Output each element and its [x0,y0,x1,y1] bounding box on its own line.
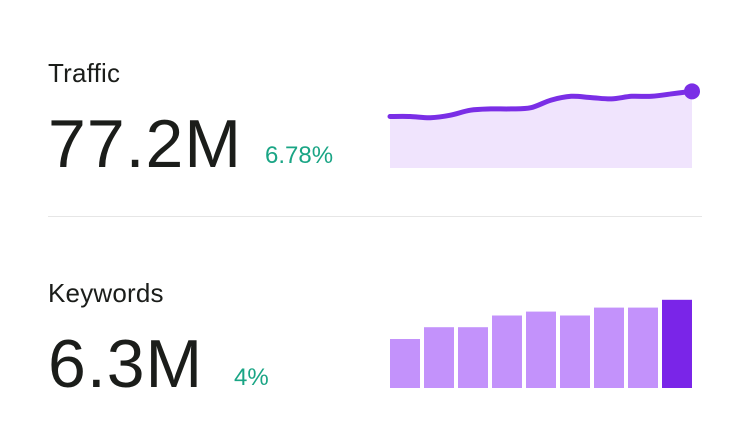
keywords-bar-3 [458,327,488,388]
traffic-sparkline [387,83,700,168]
traffic-value: 77.2M [48,106,242,182]
section-divider [48,216,702,217]
keywords-bar-8 [628,307,658,388]
traffic-change: 6.78% [265,142,334,169]
keywords-bar-9 [662,299,692,388]
keywords-bar-1 [390,339,420,388]
traffic-last-point [684,83,700,100]
traffic-line [387,88,695,121]
keywords-bar-4 [492,315,522,388]
keywords-bar-5 [526,311,556,388]
keywords-value: 6.3M [48,326,204,402]
keywords-bar-2 [424,327,454,388]
keywords-title: Keywords [48,278,164,308]
keywords-bar-7 [594,307,624,388]
keywords-bar-chart [390,299,692,388]
traffic-title: Traffic [48,58,121,88]
keywords-change: 4% [234,364,269,391]
keywords-bar-6 [560,315,590,388]
traffic-area-fill [390,91,692,168]
